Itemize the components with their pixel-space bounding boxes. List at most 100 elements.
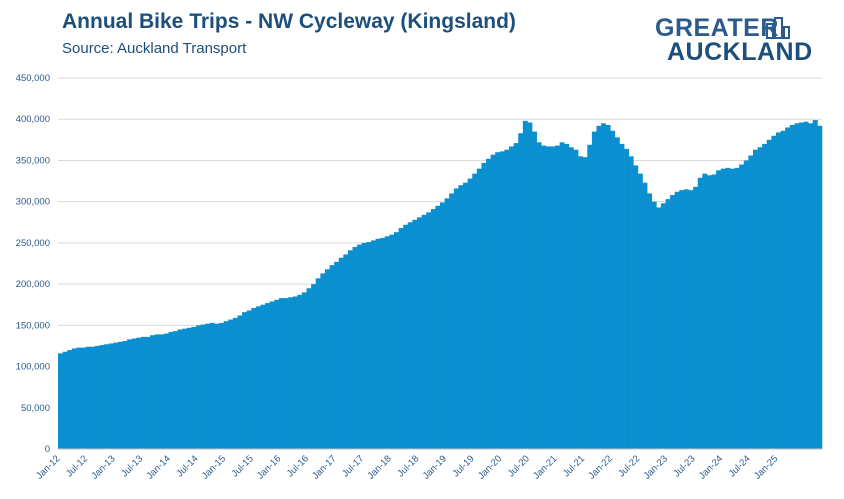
bar — [601, 123, 606, 449]
bar — [99, 345, 105, 449]
bar — [421, 214, 427, 449]
x-tick-label: Jan-21 — [531, 453, 559, 481]
bar — [481, 162, 487, 450]
bar — [301, 292, 307, 449]
bar — [412, 219, 418, 449]
bar — [370, 240, 376, 449]
x-tick-label: Jul-18 — [395, 453, 421, 479]
bar — [246, 310, 252, 449]
x-tick-label: Jan-24 — [697, 453, 725, 481]
bar — [453, 188, 459, 450]
bar — [94, 345, 100, 449]
y-tick-label: 200,000 — [16, 279, 50, 290]
bar — [159, 334, 165, 449]
x-tick-label: Jul-22 — [616, 453, 642, 479]
bar — [389, 234, 395, 449]
bar — [757, 147, 763, 449]
bar — [274, 299, 280, 449]
bar — [205, 323, 211, 449]
bar — [329, 265, 335, 449]
bar — [812, 120, 818, 450]
bar — [398, 228, 404, 449]
bar — [771, 135, 777, 449]
x-tick-label: Jul-20 — [506, 453, 532, 479]
bar — [559, 142, 565, 449]
x-tick-label: Jul-24 — [727, 453, 753, 479]
bar — [587, 144, 593, 449]
bar — [403, 224, 409, 449]
bar — [766, 139, 772, 449]
bar — [775, 132, 781, 449]
bar — [633, 165, 639, 449]
bar — [444, 198, 450, 449]
x-tick-label: Jan-17 — [310, 453, 338, 481]
bar — [168, 331, 174, 449]
bar — [407, 222, 413, 449]
bar — [651, 201, 657, 449]
x-tick-label: Jul-17 — [340, 453, 366, 479]
bar — [536, 142, 542, 449]
bar — [269, 301, 275, 449]
x-tick-label: Jan-25 — [752, 453, 780, 481]
x-tick-label: Jul-23 — [671, 453, 697, 479]
bar — [315, 278, 321, 449]
bar — [660, 203, 666, 449]
bar — [656, 207, 662, 449]
bar — [683, 189, 689, 450]
y-tick-label: 400,000 — [16, 114, 50, 125]
bar — [748, 155, 754, 449]
bar — [265, 303, 271, 449]
y-tick-label: 0 — [45, 444, 50, 455]
logo-text-auckland: AUCKLAND — [667, 38, 813, 66]
bar — [62, 351, 68, 449]
bar — [628, 156, 634, 449]
x-tick-label: Jan-20 — [476, 453, 504, 481]
bar — [752, 149, 758, 450]
bar — [527, 122, 533, 450]
bar — [720, 168, 726, 449]
bar — [278, 298, 284, 449]
bar — [136, 337, 142, 449]
bar — [513, 143, 519, 449]
bar — [154, 334, 160, 449]
bar — [113, 342, 119, 449]
y-tick-label: 50,000 — [21, 403, 50, 414]
bar — [182, 328, 188, 449]
bar — [725, 167, 731, 450]
bar — [803, 121, 809, 449]
bar — [251, 308, 257, 449]
bar — [357, 244, 363, 449]
bar — [283, 298, 289, 449]
bar — [260, 304, 266, 449]
bar — [499, 151, 505, 449]
bar — [163, 333, 169, 449]
bar — [435, 205, 441, 449]
x-tick-label: Jan-13 — [89, 453, 117, 481]
bar — [467, 178, 473, 449]
x-tick-label: Jan-15 — [200, 453, 228, 481]
bar — [472, 173, 478, 449]
chart-title: Annual Bike Trips - NW Cycleway (Kingsla… — [62, 10, 516, 33]
bar — [81, 347, 86, 449]
bar — [734, 167, 740, 450]
bar — [320, 273, 326, 449]
bar — [780, 130, 786, 449]
bar — [67, 350, 73, 449]
bar — [532, 131, 537, 449]
bar — [568, 147, 574, 449]
x-tick-label: Jul-12 — [64, 453, 90, 479]
bar — [173, 331, 178, 449]
bar — [490, 154, 496, 450]
bar — [670, 195, 676, 449]
bar — [292, 296, 298, 449]
bar — [90, 346, 96, 449]
x-tick-label: Jan-22 — [586, 453, 614, 481]
x-axis-ticks: Jan-12 Jul-12 Jan-13 Jul-13 Jan-14 Jul-14 Jan-… — [34, 453, 780, 481]
bar — [352, 247, 358, 449]
bar — [255, 306, 261, 449]
bar — [729, 168, 735, 449]
bar — [297, 294, 303, 449]
bar — [219, 322, 224, 449]
y-tick-label: 150,000 — [16, 320, 50, 331]
